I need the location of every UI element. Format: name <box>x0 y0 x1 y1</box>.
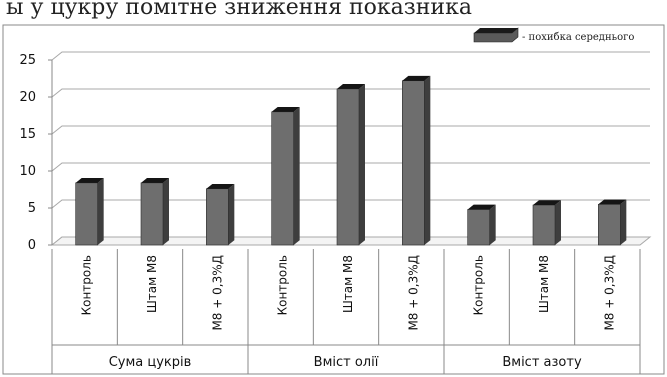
category-label: Контроль <box>80 255 94 315</box>
bar-top <box>402 75 431 81</box>
bar-top <box>271 107 300 112</box>
bar <box>467 204 496 246</box>
bar-side <box>293 107 300 245</box>
bar-side <box>163 178 169 245</box>
legend: - похибка середнього <box>473 27 634 43</box>
category-label: М8 + 0,3%Д <box>602 255 616 331</box>
gridline <box>51 125 650 135</box>
x-axis-table: Контроль Штам М8 М8 + 0,3%Д Сума цукрів Конт… <box>51 249 641 374</box>
bar-side <box>359 84 365 245</box>
group-label: Вміст олії <box>314 355 379 370</box>
bar-top <box>75 178 104 183</box>
bar <box>402 75 431 246</box>
y-axis: 0 5 10 15 20 25 <box>19 53 53 253</box>
bar-front <box>75 182 98 246</box>
y-tick-label: 10 <box>19 164 36 179</box>
bar-front <box>532 204 556 246</box>
category-label: М8 + 0,3%Д <box>406 255 420 331</box>
bar-front <box>402 80 425 246</box>
bar-side <box>97 178 104 245</box>
chart-frame <box>2 24 665 375</box>
bar-side <box>489 204 496 245</box>
bar <box>75 178 104 246</box>
bar-front <box>598 204 621 246</box>
bar-top <box>206 183 235 189</box>
group-label: Вміст азоту <box>502 355 582 370</box>
bar-front <box>467 209 490 246</box>
y-tick-label: 20 <box>19 90 36 105</box>
category-label: Штам М8 <box>341 255 355 313</box>
bar-top <box>598 199 627 205</box>
bar-top <box>141 178 169 183</box>
bar <box>206 183 235 246</box>
bar-side <box>228 183 235 245</box>
caption-fragment: ы у цукру помітне зниження показника <box>6 0 472 20</box>
legend-label: - похибка середнього <box>522 32 634 43</box>
gridlines <box>50 51 652 246</box>
bar <box>336 84 365 246</box>
gridline <box>51 199 650 209</box>
group-label: Сума цукрів <box>109 355 192 370</box>
bar <box>140 178 169 246</box>
category-label: М8 + 0,3%Д <box>210 255 224 331</box>
bars <box>75 75 627 246</box>
bar <box>532 200 561 246</box>
category-label: Штам М8 <box>145 255 159 313</box>
bar-top <box>533 200 561 206</box>
bar-front <box>271 111 294 246</box>
bar <box>271 107 300 246</box>
y-tick-label: 15 <box>19 127 36 142</box>
bar-side <box>424 75 431 245</box>
bar-front <box>206 188 229 246</box>
bar <box>598 199 627 246</box>
bar-top <box>337 84 365 89</box>
category-label: Контроль <box>276 255 290 315</box>
y-tick-label: 25 <box>19 53 36 68</box>
category-label: Контроль <box>472 255 486 315</box>
bar-side <box>555 200 561 245</box>
y-tick-label: 0 <box>28 238 36 253</box>
gridline <box>51 162 650 172</box>
y-tick-label: 5 <box>28 201 36 216</box>
bar-front <box>140 182 164 246</box>
bar-top <box>467 204 496 210</box>
gridline <box>51 88 650 98</box>
gridline <box>51 51 650 61</box>
bar-front <box>336 88 360 246</box>
legend-swatch-top <box>474 28 518 33</box>
category-label: Штам М8 <box>537 255 551 313</box>
bar-side <box>620 199 627 245</box>
